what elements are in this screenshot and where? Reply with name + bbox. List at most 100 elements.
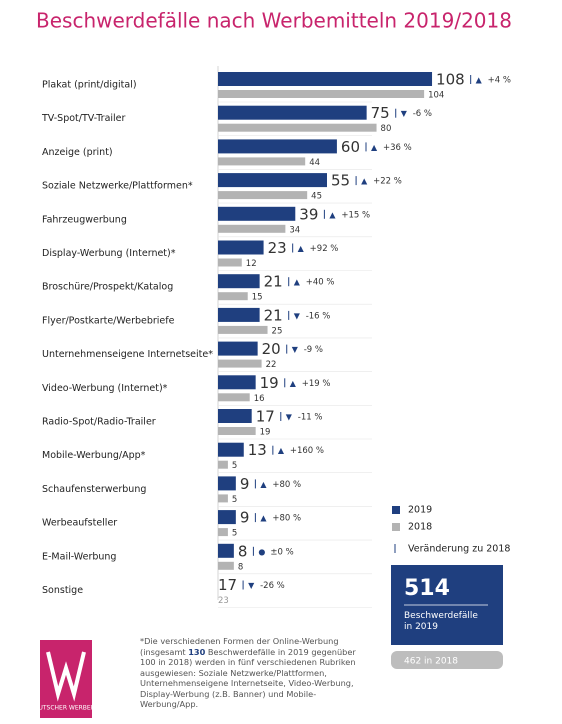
change-icon: ▼ <box>248 581 255 590</box>
bar-2018 <box>218 494 228 503</box>
value-label-2019: 21 <box>264 306 283 324</box>
value-label-2019: 19 <box>260 374 279 392</box>
value-label-2018: 25 <box>272 326 283 336</box>
bar-2019 <box>218 510 236 525</box>
change-icon: ▲ <box>290 379 297 388</box>
change-icon: ▲ <box>294 278 301 287</box>
bar-2019 <box>218 341 258 356</box>
category-label: Flyer/Postkarte/Werbebriefe <box>42 315 175 326</box>
category-label: Display-Werbung (Internet)* <box>42 248 176 259</box>
change-icon: ● <box>258 547 265 556</box>
value-label-2019: 21 <box>264 273 283 291</box>
chart-title: Beschwerdefälle nach Werbemitteln 2019/2… <box>36 9 512 33</box>
logo-mark <box>46 651 86 702</box>
change-icon: ▲ <box>298 244 305 253</box>
category-label: TV-Spot/TV-Trailer <box>41 113 126 124</box>
category-label: Mobile-Werbung/App* <box>42 450 146 461</box>
value-label-2018: 5 <box>232 495 237 505</box>
footnote-text: Beschwerdefälle in 2019 gegenüber 100 in… <box>140 646 356 710</box>
category-label: E-Mail-Werbung <box>42 551 116 562</box>
value-label-2018: 23 <box>218 596 229 606</box>
bar-2019 <box>218 274 260 289</box>
value-label-2018: 5 <box>232 461 237 471</box>
summary-previous: 462 in 2018 <box>404 657 458 667</box>
summary-total: 514 <box>404 576 450 601</box>
value-label-2019: 17 <box>256 408 275 426</box>
legend-swatch <box>392 523 400 531</box>
value-label-2018: 104 <box>428 91 444 101</box>
bar-2019 <box>218 240 264 255</box>
value-label-2019: 9 <box>240 509 250 527</box>
value-label-2018: 5 <box>232 529 237 539</box>
change-icon: ▲ <box>371 143 378 152</box>
bar-2018 <box>218 224 286 233</box>
category-label: Broschüre/Prospekt/Katalog <box>42 282 173 293</box>
legend-label: 2018 <box>408 522 432 533</box>
footnote: *Die verschiedenen Formen der Online-Wer… <box>140 636 372 710</box>
value-label-2018: 8 <box>238 562 243 572</box>
category-label: Sonstige <box>42 585 83 596</box>
change-label: -11 % <box>298 413 323 423</box>
change-icon: ▲ <box>260 480 267 489</box>
bar-2018 <box>218 359 262 368</box>
bar-2019 <box>218 476 236 491</box>
bar-2018 <box>218 191 308 200</box>
bar-2018 <box>218 123 377 132</box>
bar-2018 <box>218 157 306 166</box>
value-label-2019: 8 <box>238 542 248 560</box>
bar-2018 <box>218 528 228 537</box>
bar-2019 <box>218 139 337 154</box>
bar-2019 <box>218 206 296 221</box>
value-label-2018: 15 <box>252 293 263 303</box>
change-label: +15 % <box>341 210 370 220</box>
value-label-2019: 55 <box>331 172 350 190</box>
category-label: Anzeige (print) <box>42 147 113 158</box>
value-label-2019: 17 <box>218 576 237 594</box>
logo-text: DEUTSCHER WERBERAT <box>30 705 102 712</box>
bar-2019 <box>218 543 234 558</box>
category-label: Schaufensterwerbung <box>42 484 146 495</box>
bar-2018 <box>218 561 234 570</box>
value-label-2018: 12 <box>246 259 257 269</box>
bar-2019 <box>218 72 433 86</box>
change-icon: ▲ <box>361 177 368 186</box>
bar-2019 <box>218 409 252 423</box>
summary-label: Beschwerdefälle in 2019 <box>404 611 478 632</box>
bar-2018 <box>218 460 228 469</box>
change-label: +160 % <box>290 446 324 456</box>
change-label: +36 % <box>383 143 412 153</box>
change-icon: ▼ <box>286 413 293 422</box>
value-label-2019: 39 <box>299 205 318 223</box>
change-icon: ▼ <box>401 109 408 118</box>
value-label-2018: 22 <box>266 360 277 370</box>
change-icon: ▲ <box>260 514 267 523</box>
change-label: +80 % <box>272 514 301 524</box>
bar-2018 <box>218 90 425 98</box>
value-label-2019: 13 <box>248 441 267 459</box>
change-icon: ▲ <box>329 210 336 219</box>
legend-swatch <box>392 506 400 514</box>
category-label: Werbeaufsteller <box>42 518 117 529</box>
bar-2019 <box>218 105 367 120</box>
value-label-2018: 44 <box>309 158 320 168</box>
value-label-2019: 9 <box>240 475 250 493</box>
bar-2019 <box>218 307 260 322</box>
value-label-2019: 23 <box>268 239 287 257</box>
value-label-2018: 80 <box>381 124 392 134</box>
category-label: Video-Werbung (Internet)* <box>42 383 168 394</box>
bar-2018 <box>218 427 256 435</box>
change-icon: ▼ <box>292 345 299 354</box>
bar-2019 <box>218 375 256 390</box>
category-label: Unternehmenseigene Internetseite* <box>42 349 213 360</box>
value-label-2019: 60 <box>341 138 360 156</box>
change-label: +4 % <box>488 76 511 86</box>
value-label-2018: 45 <box>311 192 322 202</box>
change-label: -26 % <box>260 581 285 591</box>
category-label: Soziale Netzwerke/Plattformen* <box>42 181 193 192</box>
change-label: +22 % <box>373 177 402 187</box>
value-label-2018: 16 <box>254 394 265 404</box>
bar-2019 <box>218 173 327 188</box>
change-label: +19 % <box>302 379 331 389</box>
